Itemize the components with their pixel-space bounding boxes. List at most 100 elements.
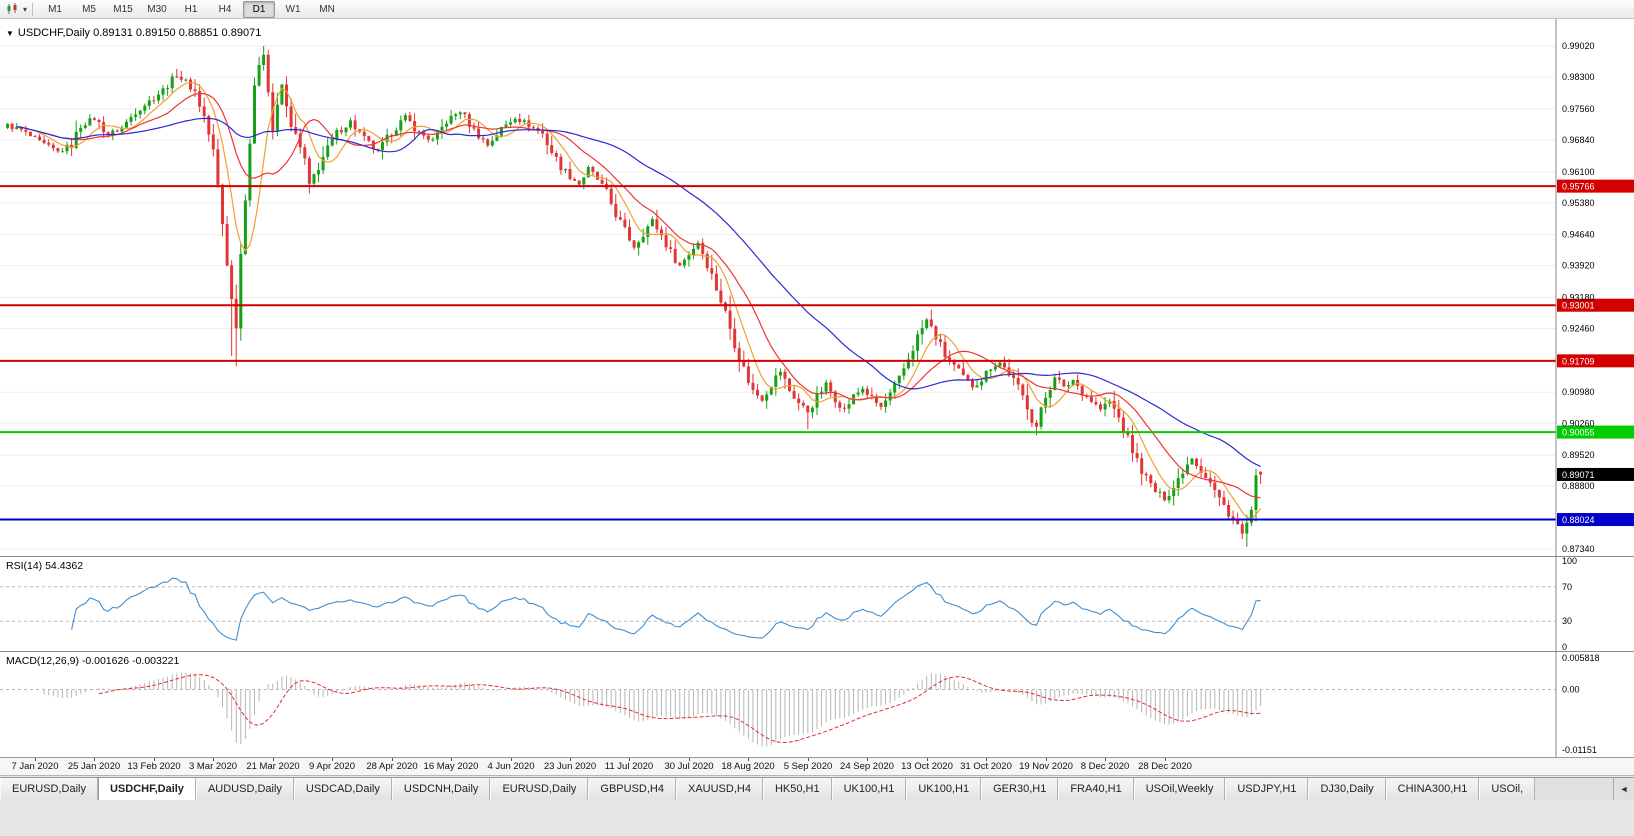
date-tick (867, 758, 868, 761)
chart-type-icon[interactable] (4, 2, 22, 17)
date-label: 28 Apr 2020 (366, 761, 418, 772)
chart-tab-bar: EURUSD,Daily USDCHF,Daily AUDUSD,Daily USDC… (0, 777, 1634, 800)
timeframe-button-h1[interactable]: H1 (184, 3, 198, 15)
chart-tab-dj30-daily[interactable]: DJ30,Daily (1308, 778, 1386, 800)
date-label: 28 Dec 2020 (1138, 761, 1192, 772)
date-label: 16 May 2020 (423, 761, 479, 772)
svg-text:0.96100: 0.96100 (1562, 167, 1595, 177)
date-label: 24 Sep 2020 (840, 761, 894, 772)
svg-text:0.88800: 0.88800 (1562, 481, 1595, 491)
svg-text:0.93001: 0.93001 (1562, 301, 1595, 311)
chart-tab-xauusd-h4[interactable]: XAUUSD,H4 (675, 778, 763, 800)
date-label: 21 Mar 2020 (246, 761, 300, 772)
svg-text:0.96840: 0.96840 (1562, 135, 1595, 145)
macd-canvas[interactable]: 0.005818 0.00 -0.01151 (0, 652, 1634, 757)
date-tick (392, 758, 393, 761)
chart-tab-china300-h1[interactable]: CHINA300,H1 (1385, 778, 1480, 800)
chart-tab-ger30-h1[interactable]: GER30,H1 (981, 778, 1059, 800)
date-label: 13 Feb 2020 (127, 761, 181, 772)
chart-tab-uk100-h1[interactable]: UK100,H1 (906, 778, 982, 800)
date-tick (35, 758, 36, 761)
date-tick (1105, 758, 1106, 761)
date-tick (808, 758, 809, 761)
date-tick (986, 758, 987, 761)
svg-text:0.95766: 0.95766 (1562, 182, 1595, 192)
svg-text:100: 100 (1562, 557, 1577, 566)
toolbar-separator (32, 2, 34, 16)
date-tick (213, 758, 214, 761)
tab-scroll-left-icon[interactable]: ◄ (1613, 778, 1634, 800)
timeframe-button-d1[interactable]: D1 (243, 0, 276, 18)
date-tick (94, 758, 95, 761)
svg-text:0: 0 (1562, 642, 1567, 651)
chart-tab-hk50-h1[interactable]: HK50,H1 (762, 778, 832, 800)
svg-text:0.005818: 0.005818 (1562, 653, 1600, 663)
rsi-indicator-panel[interactable]: 100 70 30 0 RSI(14) 54.4362 (0, 557, 1634, 652)
timeframe-button-m15[interactable]: M15 (113, 3, 133, 15)
svg-text:0.97560: 0.97560 (1562, 104, 1595, 114)
rsi-label: RSI(14) 54.4362 (6, 560, 84, 572)
main-chart-panel[interactable]: 0.95766 0.93001 0.91709 0.90055 0.88024 0.990… (0, 19, 1634, 557)
date-tick (1165, 758, 1166, 761)
date-label: 13 Oct 2020 (901, 761, 953, 772)
timeframe-button-m1[interactable]: M1 (48, 3, 62, 15)
date-label: 31 Oct 2020 (960, 761, 1012, 772)
svg-text:0.89071: 0.89071 (1562, 470, 1595, 480)
timeframe-button-h4[interactable]: H4 (218, 3, 232, 15)
date-label: 7 Jan 2020 (11, 761, 59, 772)
date-label: 5 Sep 2020 (783, 761, 833, 772)
macd-label: MACD(12,26,9) -0.001626 -0.003221 (6, 655, 180, 667)
svg-text:0.00: 0.00 (1562, 685, 1580, 695)
svg-text:70: 70 (1562, 582, 1572, 592)
date-tick (927, 758, 928, 761)
macd-indicator-panel[interactable]: 0.005818 0.00 -0.01151 MACD(12,26,9) -0.00… (0, 652, 1634, 758)
collapse-triangle-icon[interactable]: ▼ (6, 28, 14, 38)
chart-ohlc-text: USDCHF,Daily 0.89131 0.89150 0.88851 0.8… (17, 27, 262, 39)
svg-text:0.90980: 0.90980 (1562, 387, 1595, 397)
chart-tab-fra40-h1[interactable]: FRA40,H1 (1058, 778, 1134, 800)
svg-text:0.89520: 0.89520 (1562, 450, 1595, 460)
svg-text:0.90260: 0.90260 (1562, 418, 1595, 428)
chart-tab-eurusd-daily[interactable]: EURUSD,Daily (490, 778, 589, 800)
svg-text:0.93920: 0.93920 (1562, 261, 1595, 271)
date-tick (570, 758, 571, 761)
candlestick-icon (7, 3, 17, 14)
chart-tab-usoil[interactable]: USOil, (1479, 778, 1536, 800)
chart-tab-audusd-daily[interactable]: AUDUSD,Daily (195, 778, 294, 800)
chart-tab-eurusd-daily[interactable]: EURUSD,Daily (0, 778, 98, 800)
chart-tab-usdchf-daily[interactable]: USDCHF,Daily (97, 778, 196, 800)
chart-tab-usdcnh-daily[interactable]: USDCNH,Daily (391, 778, 491, 800)
date-label: 8 Dec 2020 (1080, 761, 1130, 772)
timeframe-button-mn[interactable]: MN (319, 3, 335, 15)
svg-text:0.93180: 0.93180 (1562, 293, 1595, 303)
chart-tab-usdcad-daily[interactable]: USDCAD,Daily (293, 778, 392, 800)
date-tick (273, 758, 274, 761)
timeframe-button-m5[interactable]: M5 (82, 3, 96, 15)
svg-text:0.88024: 0.88024 (1562, 515, 1595, 525)
date-tick (748, 758, 749, 761)
date-tick (1046, 758, 1047, 761)
rsi-canvas[interactable]: 100 70 30 0 (0, 557, 1634, 651)
timeframe-toolbar: ▾ M1 M5 M15 M30 H1 H4 D1 W1 MN (0, 0, 1634, 19)
chart-ohlc-header: ▼ USDCHF,Daily 0.89131 0.89150 0.88851 0… (6, 27, 261, 39)
chart-tab-usdjpy-h1[interactable]: USDJPY,H1 (1225, 778, 1309, 800)
chart-type-dropdown-caret-icon[interactable]: ▾ (23, 4, 28, 14)
svg-text:0.92460: 0.92460 (1562, 324, 1595, 334)
date-axis[interactable]: 7 Jan 2020 25 Jan 2020 13 Feb 2020 3 Mar 20… (0, 758, 1634, 776)
svg-text:0.95380: 0.95380 (1562, 198, 1595, 208)
chart-tab-usoil-weekly[interactable]: USOil,Weekly (1133, 778, 1226, 800)
timeframe-buttons: M1 M5 M15 M30 H1 H4 D1 W1 MN (38, 0, 344, 18)
date-label: 23 Jun 2020 (543, 761, 597, 772)
svg-text:30: 30 (1562, 616, 1572, 626)
svg-text:-0.01151: -0.01151 (1562, 745, 1597, 755)
date-tick (451, 758, 452, 761)
chart-tab-gbpusd-h4[interactable]: GBPUSD,H4 (588, 778, 676, 800)
date-label: 11 Jul 2020 (604, 761, 654, 772)
main-chart-canvas[interactable]: 0.95766 0.93001 0.91709 0.90055 0.88024 0.990… (0, 19, 1634, 556)
date-label: 4 Jun 2020 (487, 761, 535, 772)
timeframe-button-m30[interactable]: M30 (147, 3, 167, 15)
timeframe-button-w1[interactable]: W1 (285, 3, 301, 15)
date-label: 25 Jan 2020 (67, 761, 121, 772)
chart-tab-uk100-h1[interactable]: UK100,H1 (831, 778, 907, 800)
svg-text:0.98300: 0.98300 (1562, 72, 1595, 82)
